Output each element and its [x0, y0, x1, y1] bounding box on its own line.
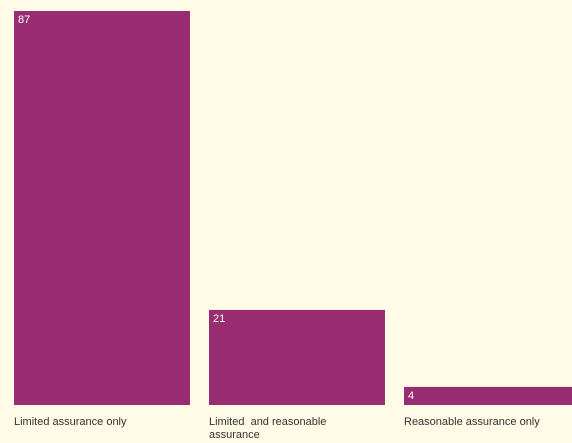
bar-2: [404, 386, 572, 405]
bar-0: [14, 11, 190, 405]
bar-1: [209, 309, 385, 405]
category-label-1-line-1: assurance: [209, 429, 260, 441]
bar-value-label-0: 87: [18, 14, 30, 26]
bar-value-label-2: 4: [408, 390, 414, 402]
value-labels-group: 87 21 4: [18, 14, 414, 402]
bars-group: [14, 11, 572, 405]
category-label-1-line-0: Limited and reasonable: [209, 416, 326, 428]
category-label-0-line-0: Limited assurance only: [14, 416, 127, 428]
category-labels-group: Limited assurance only Limited and reason…: [14, 416, 540, 441]
category-label-2-line-0: Reasonable assurance only: [404, 416, 540, 428]
bar-value-label-1: 21: [213, 313, 225, 325]
